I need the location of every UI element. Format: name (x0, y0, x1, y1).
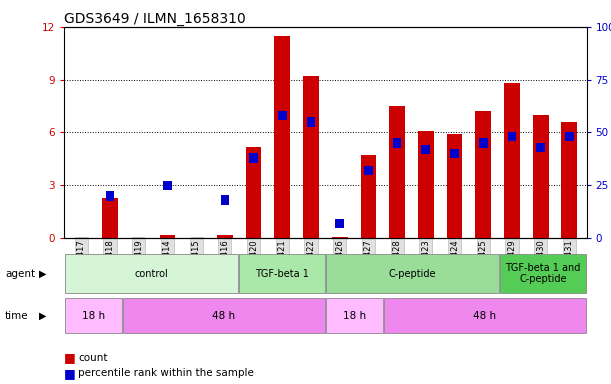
Bar (159, 235, 175, 238)
Text: 48 h: 48 h (474, 311, 497, 321)
Bar (504, 83, 520, 238)
Bar (562, 122, 577, 238)
Bar (246, 147, 262, 238)
Text: TGF-beta 1 and
C-peptide: TGF-beta 1 and C-peptide (505, 263, 580, 285)
Bar (533, 115, 549, 238)
Bar (364, 166, 373, 175)
Text: TGF-beta 1: TGF-beta 1 (255, 268, 309, 279)
Bar (326, 254, 499, 293)
Bar (500, 254, 586, 293)
Text: percentile rank within the sample: percentile rank within the sample (78, 368, 254, 378)
Text: agent: agent (5, 268, 35, 279)
Bar (123, 298, 325, 333)
Text: control: control (134, 268, 168, 279)
Text: ■: ■ (64, 351, 76, 364)
Bar (65, 254, 238, 293)
Text: 48 h: 48 h (212, 311, 235, 321)
Bar (332, 237, 348, 238)
Bar (326, 298, 383, 333)
Bar (422, 145, 430, 154)
Bar (450, 149, 459, 158)
Bar (536, 142, 545, 152)
Bar (565, 132, 574, 141)
Bar (278, 111, 287, 120)
Bar (447, 134, 463, 238)
Bar (384, 298, 586, 333)
Bar (249, 153, 258, 162)
Bar (360, 156, 376, 238)
Bar (303, 76, 319, 238)
Bar (221, 195, 229, 205)
Bar (335, 218, 344, 228)
Bar (475, 111, 491, 238)
Text: C-peptide: C-peptide (389, 268, 436, 279)
Text: 18 h: 18 h (343, 311, 366, 321)
Bar (393, 138, 401, 148)
Bar (106, 191, 114, 200)
Text: ▶: ▶ (38, 311, 46, 321)
Bar (65, 298, 122, 333)
Text: ■: ■ (64, 367, 76, 380)
Bar (479, 138, 488, 148)
Text: count: count (78, 353, 108, 363)
Text: time: time (5, 311, 29, 321)
Bar (274, 36, 290, 238)
Text: ▶: ▶ (38, 268, 46, 279)
Bar (418, 131, 434, 238)
Bar (239, 254, 325, 293)
Bar (102, 198, 118, 238)
Text: 18 h: 18 h (82, 311, 104, 321)
Bar (508, 132, 516, 141)
Bar (163, 180, 172, 190)
Bar (307, 117, 315, 127)
Bar (389, 106, 405, 238)
Text: GDS3649 / ILMN_1658310: GDS3649 / ILMN_1658310 (64, 12, 246, 26)
Bar (217, 235, 233, 238)
